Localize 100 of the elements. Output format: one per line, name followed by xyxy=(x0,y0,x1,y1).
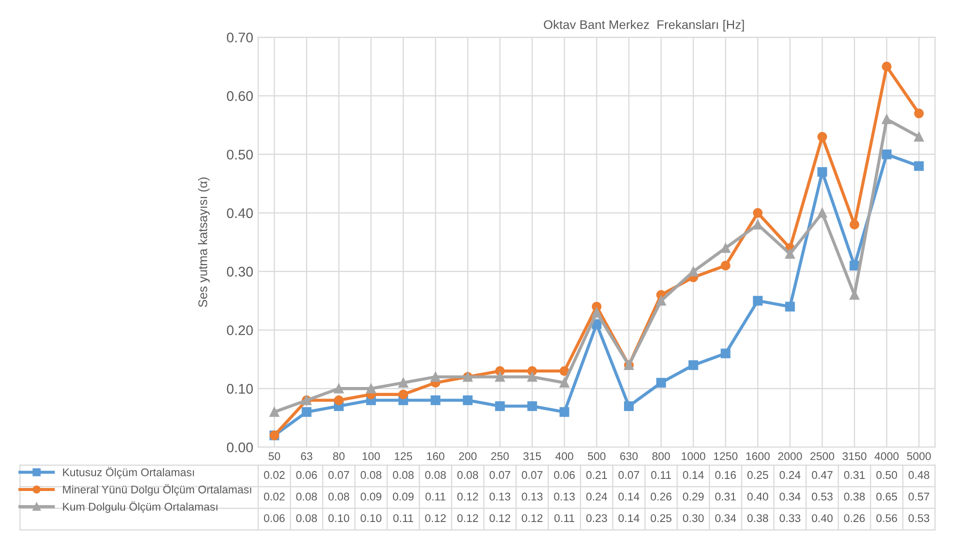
data-label: 0.13 xyxy=(490,492,510,501)
x-tick-label: 1000 xyxy=(682,452,706,460)
x-tick-label: 2500 xyxy=(810,452,834,460)
data-label: 0.10 xyxy=(360,514,382,522)
point xyxy=(914,132,924,142)
point xyxy=(302,407,312,417)
y-tick-label: 0.20 xyxy=(226,325,253,336)
point xyxy=(850,220,860,230)
point xyxy=(366,384,376,394)
data-label: 0.12 xyxy=(490,514,510,522)
y-tick-label: 0.50 xyxy=(226,150,253,160)
data-label: 0.21 xyxy=(586,471,607,479)
data-label: 0.57 xyxy=(908,492,930,501)
data-label: 0.11 xyxy=(426,492,446,501)
point xyxy=(752,220,763,230)
legend-label: Kum Dolgulu Ölçüm Ortalaması xyxy=(63,501,218,513)
point xyxy=(720,348,730,358)
point xyxy=(882,150,892,160)
point xyxy=(882,62,892,72)
point xyxy=(527,372,538,382)
data-label: 0.34 xyxy=(715,514,736,522)
data-label: 0.40 xyxy=(812,514,833,522)
point xyxy=(398,390,408,400)
data-label: 0.08 xyxy=(360,471,382,479)
point xyxy=(656,296,666,306)
point xyxy=(495,372,505,382)
point xyxy=(334,384,344,394)
data-label: 0.14 xyxy=(618,514,640,522)
data-label: 0.40 xyxy=(747,492,768,501)
data-label: 0.12 xyxy=(425,514,446,522)
x-tick-label: 3150 xyxy=(842,452,866,460)
data-label: 0.06 xyxy=(264,514,285,522)
x-tick-label: 63 xyxy=(300,452,312,460)
data-label: 0.02 xyxy=(264,471,285,479)
data-label: 0.08 xyxy=(392,471,414,479)
data-label: 0.14 xyxy=(682,471,704,479)
data-label: 0.30 xyxy=(682,514,704,522)
x-tick-label: 315 xyxy=(523,452,541,460)
data-label: 0.08 xyxy=(425,471,446,479)
data-label: 0.08 xyxy=(296,514,317,522)
x-tick-label: 500 xyxy=(588,452,606,460)
data-label: 0.06 xyxy=(554,471,575,479)
chart-title: Oktav Bant Merkez Frekansları [Hz] xyxy=(544,20,744,32)
x-tick-label: 160 xyxy=(427,452,444,460)
data-label: 0.24 xyxy=(780,471,800,479)
x-tick-label: 100 xyxy=(362,452,380,460)
point xyxy=(430,395,440,406)
point xyxy=(269,407,280,417)
data-label: 0.31 xyxy=(715,492,736,501)
x-tick-label: 1250 xyxy=(714,452,738,460)
point xyxy=(720,260,730,270)
data-label: 0.56 xyxy=(876,514,898,522)
data-label: 0.53 xyxy=(908,514,930,522)
data-label: 0.13 xyxy=(522,492,543,501)
point xyxy=(334,395,344,406)
data-label: 0.02 xyxy=(264,492,285,501)
data-label: 0.13 xyxy=(554,492,575,501)
data-label: 0.09 xyxy=(392,492,414,501)
data-label: 0.34 xyxy=(780,492,800,501)
x-tick-label: 5000 xyxy=(907,452,931,460)
point xyxy=(882,114,892,124)
x-tick-label: 400 xyxy=(555,452,574,460)
point xyxy=(914,161,924,171)
point xyxy=(430,372,440,382)
point xyxy=(560,366,570,376)
data-label: 0.50 xyxy=(876,471,898,479)
data-label: 0.10 xyxy=(328,514,350,522)
x-tick-label: 630 xyxy=(620,452,638,460)
data-label: 0.11 xyxy=(393,514,414,522)
data-label: 0.48 xyxy=(908,471,930,479)
x-tick-label: 200 xyxy=(459,452,477,460)
data-label: 0.08 xyxy=(328,492,350,501)
x-tick-label: 50 xyxy=(268,452,280,460)
y-tick-label: 0.60 xyxy=(226,91,253,101)
data-label: 0.38 xyxy=(844,492,865,501)
data-label: 0.11 xyxy=(651,471,671,479)
legend-label: Kutusuz Ölçüm Ortalaması xyxy=(63,466,194,478)
data-label: 0.06 xyxy=(296,471,317,479)
point xyxy=(688,360,698,370)
x-tick-label: 80 xyxy=(333,452,345,460)
point xyxy=(752,296,763,306)
point xyxy=(592,308,602,318)
data-label: 0.38 xyxy=(747,514,768,522)
x-tick-label: 1600 xyxy=(746,452,770,460)
point xyxy=(527,401,538,411)
y-tick-label: 0.70 xyxy=(226,32,253,42)
data-label: 0.29 xyxy=(682,492,704,501)
x-tick-label: 2000 xyxy=(778,452,802,460)
point xyxy=(462,395,473,406)
data-label: 0.33 xyxy=(780,514,800,522)
data-label: 0.12 xyxy=(457,492,478,501)
y-tick-label: 0.30 xyxy=(226,266,253,277)
y-tick-label: 0.40 xyxy=(226,208,253,218)
x-tick-label: 250 xyxy=(491,452,509,460)
point xyxy=(624,401,634,411)
point xyxy=(914,108,924,118)
data-label: 0.07 xyxy=(490,471,510,479)
data-label: 0.08 xyxy=(296,492,317,501)
data-label: 0.65 xyxy=(876,492,898,501)
y-tick-label: 0.10 xyxy=(226,384,253,394)
